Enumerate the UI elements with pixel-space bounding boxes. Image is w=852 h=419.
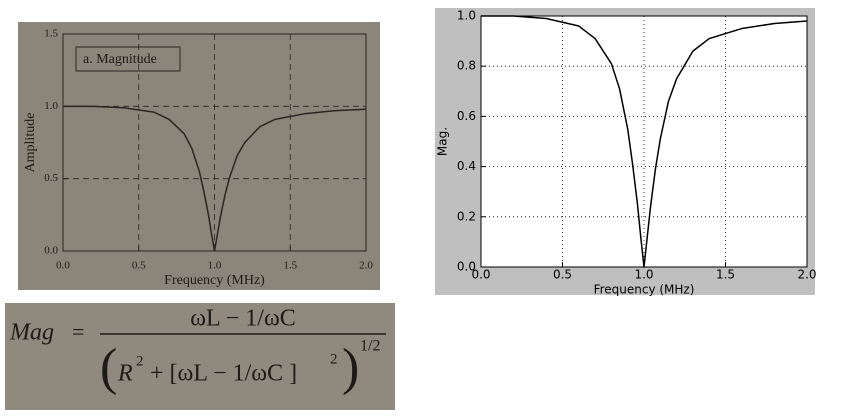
formula-exponent: 1/2 (360, 338, 380, 355)
y-tick-label: 0.2 (457, 209, 476, 223)
x-tick-label: 0.0 (471, 268, 490, 282)
chart: 0.0 0.2 0.4 0.6 0.8 1.0 0.0 0.5 1.0 1.5 2.0 Frequen… (436, 9, 817, 297)
x-axis-label: Frequency (MHz) (594, 283, 695, 297)
y-tick-label: 0.0 (457, 260, 476, 274)
y-tick-label: 1.0 (44, 100, 58, 112)
formula-panel (5, 303, 395, 410)
x-tick-label: 0.0 (56, 260, 70, 272)
formula-sup: 2 (330, 351, 338, 367)
y-tick-label: 0.0 (44, 245, 58, 257)
formula-numerator: ωL − 1/ωC (190, 306, 296, 332)
y-tick-label: 0.8 (457, 59, 476, 73)
y-axis-label: Amplitude (23, 113, 38, 173)
formula-r: R (117, 361, 133, 387)
photo-panel (18, 22, 380, 290)
y-tick-label: 0.4 (457, 159, 476, 173)
formula-denominator: + [ωL − 1/ωC ] (150, 361, 297, 387)
x-tick-label: 2.0 (797, 268, 816, 282)
paren-open: ( (100, 339, 117, 396)
title-box (75, 46, 181, 72)
data-line (481, 15, 808, 268)
data-line (63, 105, 367, 252)
formula-equals: = (72, 319, 84, 344)
y-tick-label: 0.5 (44, 172, 58, 184)
y-axis-label: Mag. (436, 127, 450, 156)
y-tick-label: 0.6 (457, 109, 476, 123)
formula: Mag = ωL − 1/ωC ( R 2 + [ωL − 1/ωC ] 2 )… (9, 306, 386, 396)
x-tick-label: 1.0 (208, 260, 222, 272)
x-tick-label: 0.5 (553, 268, 572, 282)
x-tick-label: 1.0 (634, 268, 653, 282)
x-tick-label: 1.5 (716, 268, 735, 282)
chart: 0.0 0.5 1.0 1.5 0.0 0.5 1.0 1.5 2.0 Frequency (MH… (23, 28, 373, 289)
plot-area (481, 16, 807, 267)
x-tick-label: 1.5 (283, 260, 297, 272)
y-tick-label: 1.5 (44, 28, 58, 40)
paren-close: ) (342, 339, 359, 396)
y-tick-label: 1.0 (457, 9, 476, 23)
formula-lhs: Mag (9, 320, 54, 346)
x-axis-label: Frequency (MHz) (164, 273, 265, 288)
x-tick-label: 2.0 (359, 260, 373, 272)
x-tick-label: 0.5 (132, 260, 146, 272)
chart-title: a. Magnitude (83, 52, 157, 67)
formula-sup: 2 (136, 353, 144, 369)
